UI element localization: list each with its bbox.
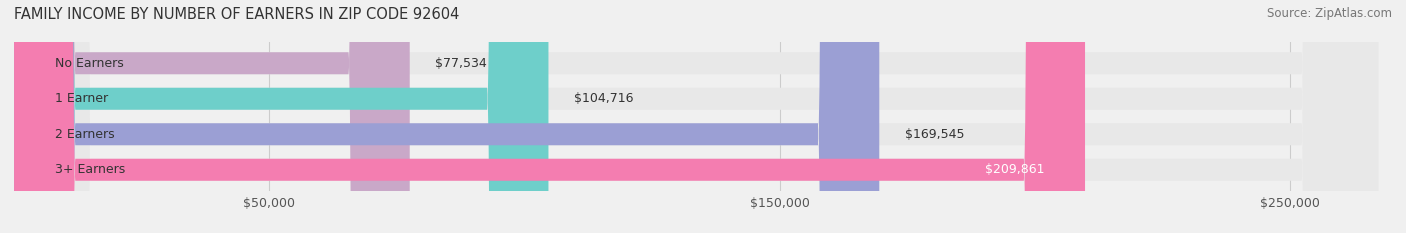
Text: No Earners: No Earners [55,57,124,70]
Text: $77,534: $77,534 [436,57,486,70]
FancyBboxPatch shape [14,0,1378,233]
Text: FAMILY INCOME BY NUMBER OF EARNERS IN ZIP CODE 92604: FAMILY INCOME BY NUMBER OF EARNERS IN ZI… [14,7,460,22]
FancyBboxPatch shape [14,0,1378,233]
FancyBboxPatch shape [14,0,879,233]
Text: $169,545: $169,545 [905,128,965,141]
FancyBboxPatch shape [14,0,409,233]
FancyBboxPatch shape [14,0,1378,233]
Text: $104,716: $104,716 [574,92,634,105]
FancyBboxPatch shape [14,0,1378,233]
Text: $209,861: $209,861 [984,163,1045,176]
Text: 1 Earner: 1 Earner [55,92,108,105]
FancyBboxPatch shape [14,0,548,233]
Text: 2 Earners: 2 Earners [55,128,114,141]
FancyBboxPatch shape [14,0,1085,233]
Text: 3+ Earners: 3+ Earners [55,163,125,176]
Text: Source: ZipAtlas.com: Source: ZipAtlas.com [1267,7,1392,20]
